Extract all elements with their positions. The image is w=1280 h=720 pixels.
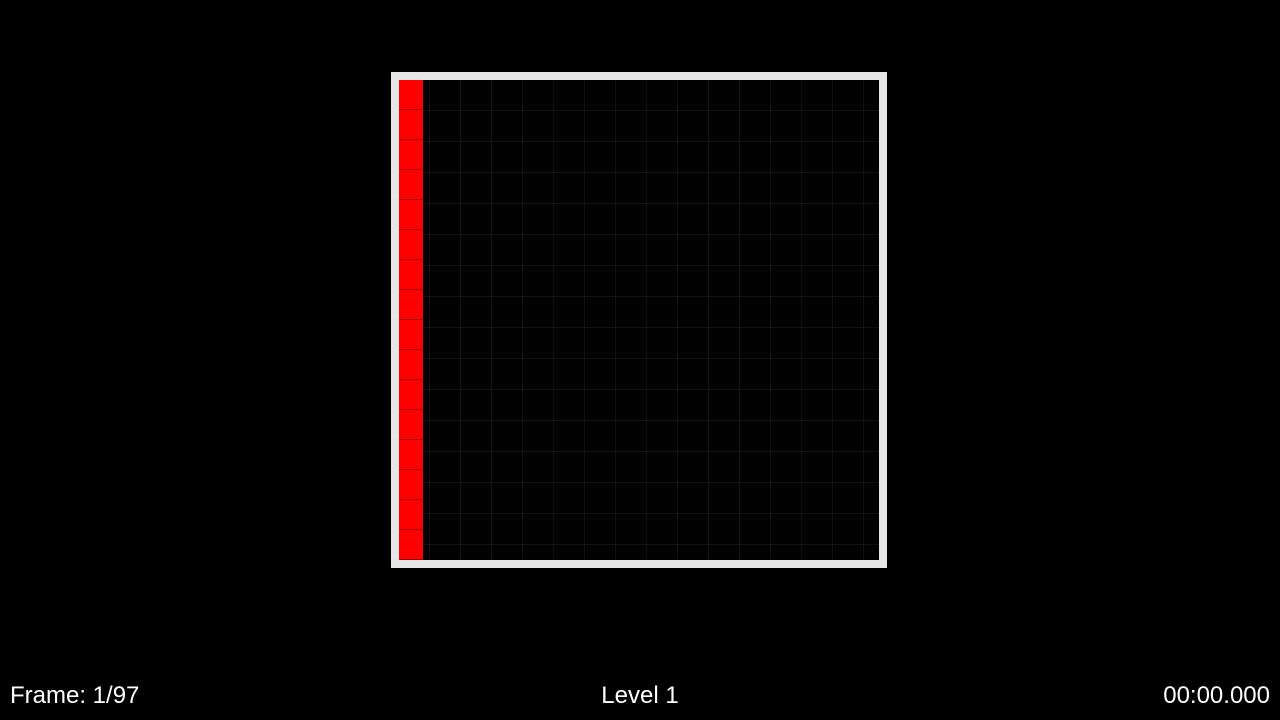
frame-counter: Frame: 1/97: [10, 682, 140, 709]
filled-cell: [399, 260, 423, 290]
filled-cell: [399, 290, 423, 320]
board-grid: [399, 80, 879, 560]
filled-cell: [399, 410, 423, 440]
filled-cell: [399, 80, 423, 110]
filled-cell: [399, 500, 423, 530]
filled-cell: [399, 170, 423, 200]
filled-cell: [399, 110, 423, 140]
filled-cell: [399, 530, 423, 560]
timer: 00:00.000: [1163, 682, 1270, 709]
filled-cell: [399, 230, 423, 260]
filled-cell: [399, 440, 423, 470]
filled-cell: [399, 380, 423, 410]
level-indicator: Level 1: [601, 682, 679, 709]
filled-column: [399, 80, 423, 560]
filled-cell: [399, 320, 423, 350]
filled-cell: [399, 140, 423, 170]
filled-cell: [399, 470, 423, 500]
game-board[interactable]: [391, 72, 887, 568]
filled-cell: [399, 350, 423, 380]
filled-cell: [399, 200, 423, 230]
